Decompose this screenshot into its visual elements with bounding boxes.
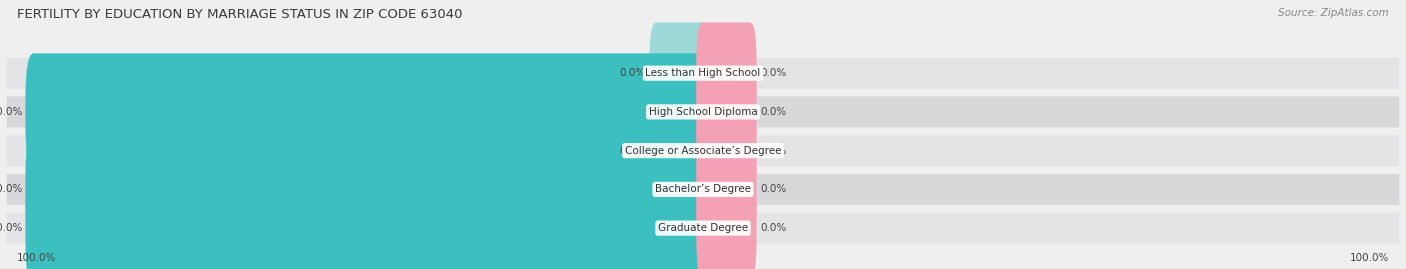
Text: 0.0%: 0.0% (759, 223, 786, 233)
FancyBboxPatch shape (696, 139, 756, 240)
Text: High School Diploma: High School Diploma (648, 107, 758, 117)
FancyBboxPatch shape (7, 213, 1399, 244)
FancyBboxPatch shape (696, 177, 756, 269)
FancyBboxPatch shape (650, 100, 710, 201)
Text: 100.0%: 100.0% (0, 107, 24, 117)
FancyBboxPatch shape (696, 22, 756, 124)
Text: Source: ZipAtlas.com: Source: ZipAtlas.com (1278, 8, 1389, 18)
Text: 0.0%: 0.0% (759, 146, 786, 156)
FancyBboxPatch shape (7, 174, 1399, 205)
FancyBboxPatch shape (25, 170, 711, 269)
Text: 0.0%: 0.0% (620, 68, 647, 78)
FancyBboxPatch shape (696, 100, 756, 201)
Text: 100.0%: 100.0% (0, 184, 24, 194)
Text: 100.0%: 100.0% (1350, 253, 1389, 263)
Text: 0.0%: 0.0% (759, 184, 786, 194)
FancyBboxPatch shape (696, 61, 756, 163)
Text: Bachelor’s Degree: Bachelor’s Degree (655, 184, 751, 194)
Text: College or Associate’s Degree: College or Associate’s Degree (624, 146, 782, 156)
FancyBboxPatch shape (7, 135, 1399, 166)
FancyBboxPatch shape (25, 131, 711, 248)
FancyBboxPatch shape (25, 54, 711, 170)
Text: 0.0%: 0.0% (620, 146, 647, 156)
Text: FERTILITY BY EDUCATION BY MARRIAGE STATUS IN ZIP CODE 63040: FERTILITY BY EDUCATION BY MARRIAGE STATU… (17, 8, 463, 21)
FancyBboxPatch shape (7, 58, 1399, 89)
Text: 0.0%: 0.0% (759, 68, 786, 78)
Text: 100.0%: 100.0% (0, 223, 24, 233)
FancyBboxPatch shape (650, 22, 710, 124)
FancyBboxPatch shape (7, 96, 1399, 128)
Text: Graduate Degree: Graduate Degree (658, 223, 748, 233)
Text: 0.0%: 0.0% (759, 107, 786, 117)
Text: Less than High School: Less than High School (645, 68, 761, 78)
Text: 100.0%: 100.0% (17, 253, 56, 263)
